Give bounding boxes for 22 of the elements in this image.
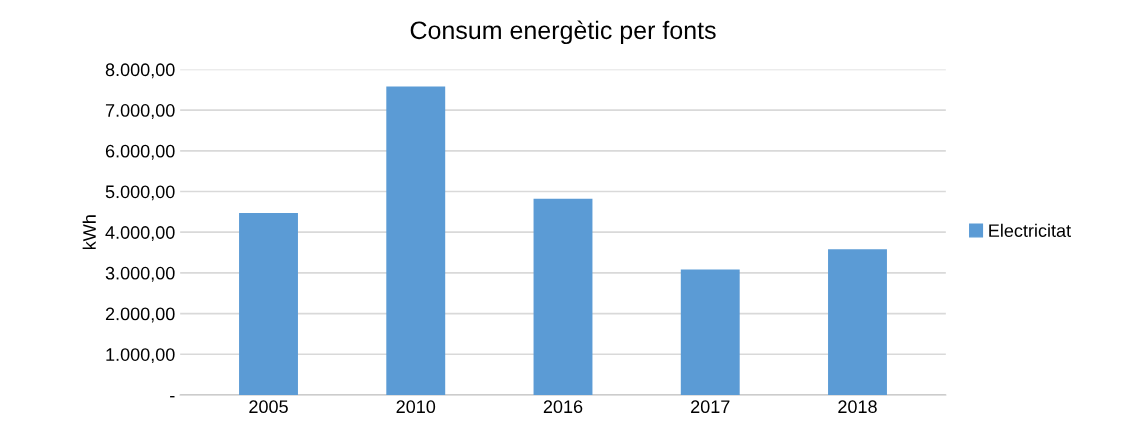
chart-title: Consum energètic per fonts [410, 20, 716, 45]
y-tick-label: 1.000,00 [106, 348, 175, 364]
x-tick-label: 2016 [543, 400, 583, 414]
y-axis-title: kWh [82, 215, 96, 250]
x-tick-label: 2017 [691, 400, 730, 414]
bar [386, 86, 446, 395]
x-tick-label: 2005 [249, 400, 288, 414]
y-tick-label: 7.000,00 [105, 104, 175, 119]
legend-label: Electricitat [989, 223, 1071, 238]
bar [828, 249, 887, 395]
y-tick-label: 6.000,00 [105, 144, 175, 160]
x-tick-label: 2018 [838, 400, 877, 414]
y-tick-label: 5.000,00 [105, 185, 175, 201]
bar [533, 198, 593, 395]
x-tick-label: 2010 [396, 400, 436, 414]
y-tick-label: 3.000,00 [105, 266, 175, 282]
bar [680, 269, 740, 395]
y-tick-label: 4.000,00 [105, 226, 175, 242]
y-tick-label: 2.000,00 [105, 307, 175, 323]
y-tick-label: 8.000,00 [105, 63, 175, 79]
bar [239, 213, 298, 395]
y-tick-label: - [170, 395, 175, 398]
